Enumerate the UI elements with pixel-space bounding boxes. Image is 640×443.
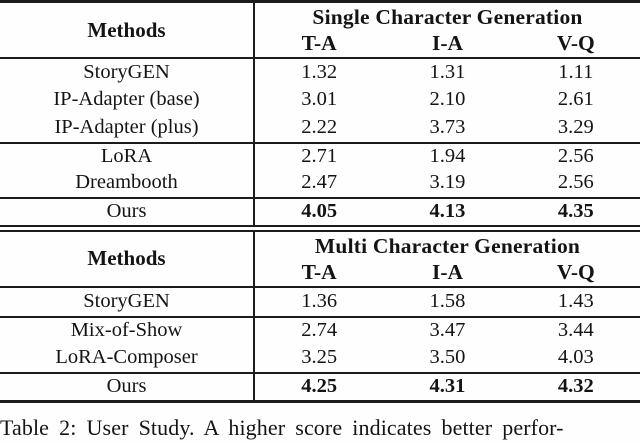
col-header-ia: I-A [431, 31, 464, 55]
table-row: IP-Adapter (plus) 2.22 3.73 3.29 [0, 114, 640, 142]
table-row: StoryGEN 1.36 1.58 1.43 [0, 287, 640, 316]
score-cell: 2.47 [301, 171, 338, 194]
score-cell: 1.36 [301, 289, 338, 312]
method-cell: StoryGEN [0, 59, 255, 87]
table-row-ours: Ours 4.05 4.13 4.35 [0, 196, 640, 225]
score-cell: 1.32 [301, 60, 338, 83]
score-cell: 2.71 [301, 144, 338, 167]
method-cell: StoryGEN [0, 287, 255, 316]
section-header: Single Character Generation [312, 5, 583, 29]
score-cell: 3.25 [301, 346, 338, 369]
score-cell: 2.56 [557, 144, 594, 167]
method-cell: Ours [0, 198, 255, 225]
method-cell: Ours [0, 374, 255, 401]
method-cell: Mix-of-Show [0, 317, 255, 344]
table-row: Dreambooth 2.47 3.19 2.56 [0, 169, 640, 197]
score-cell: 4.31 [429, 375, 466, 398]
score-cell: 4.32 [557, 375, 594, 398]
score-cell: 2.56 [557, 171, 594, 194]
method-cell: IP-Adapter (base) [0, 86, 255, 115]
single-table-header: Methods Single Character Generation T-A … [0, 3, 640, 59]
score-cell: 4.05 [301, 199, 338, 222]
method-cell: Dreambooth [0, 169, 255, 197]
single-header-right: Single Character Generation T-A I-A V-Q [255, 3, 640, 57]
single-character-table: Methods Single Character Generation T-A … [0, 0, 640, 227]
score-cell: 3.29 [557, 115, 594, 138]
multi-character-table: Methods Multi Character Generation T-A I… [0, 229, 640, 404]
table-row-ours: Ours 4.25 4.31 4.32 [0, 372, 640, 401]
score-cell: 3.73 [429, 115, 466, 138]
score-cell: 4.03 [557, 346, 594, 369]
score-cell: 1.94 [429, 144, 466, 167]
table-caption: Table 2: User Study. A higher score indi… [0, 415, 564, 441]
score-cell: 2.74 [301, 318, 338, 341]
table-row: LoRA-Composer 3.25 3.50 4.03 [0, 343, 640, 373]
table-row: IP-Adapter (base) 3.01 2.10 2.61 [0, 86, 640, 115]
method-cell: LoRA-Composer [0, 343, 255, 373]
score-cell: 3.19 [429, 171, 466, 194]
col-header-ia: I-A [431, 259, 464, 284]
col-header-ta: T-A [301, 259, 337, 284]
column-headers: T-A I-A V-Q [255, 30, 640, 57]
score-cell: 4.13 [429, 199, 466, 222]
col-header-vq: V-Q [556, 259, 595, 284]
score-cell: 1.11 [558, 60, 594, 83]
col-header-vq: V-Q [556, 31, 595, 55]
method-cell: IP-Adapter (plus) [0, 114, 255, 142]
score-cell: 2.10 [429, 88, 466, 111]
methods-header: Methods [0, 231, 255, 286]
table-row: StoryGEN 1.32 1.31 1.11 [0, 59, 640, 87]
methods-header: Methods [0, 3, 255, 57]
score-cell: 3.50 [429, 346, 466, 369]
section-header: Multi Character Generation [314, 233, 581, 258]
score-cell: 2.22 [301, 115, 338, 138]
score-cell: 1.58 [429, 289, 466, 312]
score-cell: 1.31 [429, 60, 466, 83]
table-row: LoRA 2.71 1.94 2.56 [0, 141, 640, 170]
score-cell: 4.25 [301, 375, 338, 398]
column-headers: T-A I-A V-Q [255, 259, 640, 286]
score-cell: 3.47 [429, 318, 466, 341]
multi-header-right: Multi Character Generation T-A I-A V-Q [255, 232, 640, 286]
score-cell: 3.01 [301, 88, 338, 111]
table-row: Mix-of-Show 2.74 3.47 3.44 [0, 315, 640, 344]
score-cell: 1.43 [557, 289, 594, 312]
multi-table-header: Methods Multi Character Generation T-A I… [0, 231, 640, 288]
score-cell: 4.35 [557, 199, 594, 222]
score-cell: 3.44 [557, 318, 594, 341]
score-cell: 2.61 [557, 88, 594, 111]
col-header-ta: T-A [301, 31, 337, 55]
method-cell: LoRA [0, 143, 255, 170]
